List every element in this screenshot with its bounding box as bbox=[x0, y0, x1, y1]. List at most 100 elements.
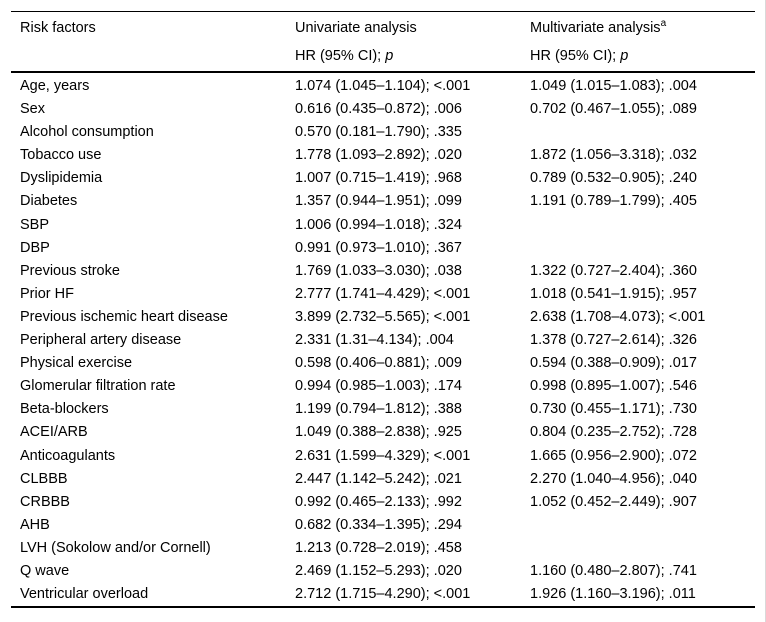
univariate-label: Univariate analysis bbox=[295, 20, 417, 36]
table-row: Dyslipidemia 1.007 (0.715–1.419); .968 0… bbox=[11, 167, 755, 190]
multivariate-value-cell: 1.665 (0.956–2.900); .072 bbox=[530, 447, 697, 464]
risk-factor-cell: Dyslipidemia bbox=[20, 170, 103, 187]
multivariate-value-cell bbox=[530, 237, 755, 260]
risk-factors-label: Risk factors bbox=[20, 20, 96, 36]
table-row: CLBBB 2.447 (1.142–5.242); .021 2.270 (1… bbox=[11, 468, 755, 491]
risk-factor-cell: Beta-blockers bbox=[20, 401, 109, 418]
multivariate-value-cell bbox=[530, 514, 755, 537]
footnote-marker: a bbox=[660, 18, 667, 30]
multivariate-value-cell: 1.052 (0.452–2.449); .907 bbox=[530, 493, 697, 510]
univariate-value-cell: 2.777 (1.741–4.429); <.001 bbox=[295, 285, 471, 302]
risk-factor-cell: CRBBB bbox=[20, 493, 70, 510]
univariate-value-cell: 1.199 (0.794–1.812); .388 bbox=[295, 401, 462, 418]
column-header-risk-factors: Risk factors bbox=[11, 12, 295, 73]
multivariate-subheader: HR (95% CI); p bbox=[530, 48, 629, 64]
table-row: Prior HF 2.777 (1.741–4.429); <.001 1.01… bbox=[11, 283, 755, 306]
univariate-value-cell: 2.331 (1.31–4.134); .004 bbox=[295, 332, 454, 349]
risk-factor-cell: Q wave bbox=[20, 562, 70, 579]
risk-factor-cell: LVH (Sokolow and/or Cornell) bbox=[20, 539, 211, 556]
multivariate-value-cell: 0.594 (0.388–0.909); .017 bbox=[530, 355, 697, 372]
risk-factor-cell: ACEI/ARB bbox=[20, 424, 88, 441]
multivariate-value-cell: 2.270 (1.040–4.956); .040 bbox=[530, 470, 697, 487]
risk-factor-cell: Sex bbox=[20, 101, 45, 118]
multivariate-value-cell bbox=[530, 214, 755, 237]
table-row: CRBBB 0.992 (0.465–2.133); .992 1.052 (0… bbox=[11, 491, 755, 514]
risk-factor-cell: DBP bbox=[20, 239, 50, 256]
table-row: Peripheral artery disease 2.331 (1.31–4.… bbox=[11, 329, 755, 352]
multivariate-value-cell: 1.191 (0.789–1.799); .405 bbox=[530, 193, 697, 210]
multivariate-value-cell: 1.378 (0.727–2.614); .326 bbox=[530, 332, 697, 349]
multivariate-value-cell: 1.322 (0.727–2.404); .360 bbox=[530, 262, 697, 279]
multivariate-value-cell: 0.730 (0.455–1.171); .730 bbox=[530, 401, 697, 418]
risk-factor-cell: SBP bbox=[20, 216, 50, 233]
risk-factor-cell: CLBBB bbox=[20, 470, 68, 487]
risk-factor-cell: AHB bbox=[20, 516, 50, 533]
risk-factor-cell: Peripheral artery disease bbox=[20, 332, 182, 349]
univariate-value-cell: 1.213 (0.728–2.019); .458 bbox=[295, 539, 462, 556]
univariate-subheader: HR (95% CI); p bbox=[295, 48, 394, 64]
risk-factor-cell: Anticoagulants bbox=[20, 447, 116, 464]
table-row: Anticoagulants 2.631 (1.599–4.329); <.00… bbox=[11, 445, 755, 468]
multivariate-value-cell: 0.789 (0.532–0.905); .240 bbox=[530, 170, 697, 187]
univariate-value-cell: 0.992 (0.465–2.133); .992 bbox=[295, 493, 462, 510]
risk-factor-cell: Age, years bbox=[20, 78, 90, 94]
univariate-value-cell: 1.006 (0.994–1.018); .324 bbox=[295, 216, 462, 233]
univariate-value-cell: 2.447 (1.142–5.242); .021 bbox=[295, 470, 462, 487]
univariate-value-cell: 0.598 (0.406–0.881); .009 bbox=[295, 355, 462, 372]
univariate-value-cell: 3.899 (2.732–5.565); <.001 bbox=[295, 308, 471, 325]
table-row: ACEI/ARB 1.049 (0.388–2.838); .925 0.804… bbox=[11, 421, 755, 444]
risk-factor-cell: Physical exercise bbox=[20, 355, 133, 372]
table-row: SBP 1.006 (0.994–1.018); .324 bbox=[11, 214, 755, 237]
table-row: Previous stroke 1.769 (1.033–3.030); .03… bbox=[11, 260, 755, 283]
table-row: Age, years 1.074 (1.045–1.104); <.001 1.… bbox=[11, 72, 755, 98]
risk-factor-cell: Tobacco use bbox=[20, 147, 102, 164]
table-header: Risk factors Univariate analysis HR (95%… bbox=[11, 12, 755, 73]
univariate-value-cell: 1.049 (0.388–2.838); .925 bbox=[295, 424, 462, 441]
multivariate-value-cell: 1.018 (0.541–1.915); .957 bbox=[530, 285, 697, 302]
multivariate-value-cell: 2.638 (1.708–4.073); <.001 bbox=[530, 308, 706, 325]
column-header-multivariate: Multivariate analysisa HR (95% CI); p bbox=[530, 12, 755, 73]
univariate-value-cell: 2.469 (1.152–5.293); .020 bbox=[295, 562, 462, 579]
multivariate-value-cell: 1.049 (1.015–1.083); .004 bbox=[530, 78, 697, 94]
risk-factor-cell: Previous ischemic heart disease bbox=[20, 308, 228, 325]
column-header-univariate: Univariate analysis HR (95% CI); p bbox=[295, 12, 530, 73]
univariate-value-cell: 0.682 (0.334–1.395); .294 bbox=[295, 516, 462, 533]
univariate-value-cell: 2.712 (1.715–4.290); <.001 bbox=[295, 586, 471, 603]
multivariate-value-cell bbox=[530, 537, 755, 560]
table-row: Q wave 2.469 (1.152–5.293); .020 1.160 (… bbox=[11, 560, 755, 583]
risk-factor-cell: Prior HF bbox=[20, 285, 74, 302]
table-row: Ventricular overload 2.712 (1.715–4.290)… bbox=[11, 583, 755, 607]
multivariate-value-cell: 1.926 (1.160–3.196); .011 bbox=[530, 586, 696, 603]
table-row: Physical exercise 0.598 (0.406–0.881); .… bbox=[11, 352, 755, 375]
table-row: LVH (Sokolow and/or Cornell) 1.213 (0.72… bbox=[11, 537, 755, 560]
univariate-value-cell: 1.074 (1.045–1.104); <.001 bbox=[295, 78, 471, 94]
risk-factors-table: Risk factors Univariate analysis HR (95%… bbox=[11, 11, 755, 609]
table-row: Diabetes 1.357 (0.944–1.951); .099 1.191… bbox=[11, 190, 755, 213]
univariate-value-cell: 1.007 (0.715–1.419); .968 bbox=[295, 170, 462, 187]
table-row: DBP 0.991 (0.973–1.010); .367 bbox=[11, 237, 755, 260]
table-row: Tobacco use 1.778 (1.093–2.892); .020 1.… bbox=[11, 144, 755, 167]
multivariate-value-cell bbox=[530, 121, 755, 144]
multivariate-label: Multivariate analysisa bbox=[530, 18, 667, 36]
univariate-value-cell: 1.357 (0.944–1.951); .099 bbox=[295, 193, 462, 210]
univariate-value-cell: 0.994 (0.985–1.003); .174 bbox=[295, 378, 462, 395]
univariate-value-cell: 2.631 (1.599–4.329); <.001 bbox=[295, 447, 471, 464]
multivariate-value-cell: 1.160 (0.480–2.807); .741 bbox=[530, 562, 697, 579]
risk-factor-cell: Ventricular overload bbox=[20, 586, 149, 603]
risk-factor-cell: Alcohol consumption bbox=[20, 124, 154, 141]
table-row: Glomerular filtration rate 0.994 (0.985–… bbox=[11, 375, 755, 398]
multivariate-value-cell: 1.872 (1.056–3.318); .032 bbox=[530, 147, 697, 164]
table-row: Beta-blockers 1.199 (0.794–1.812); .388 … bbox=[11, 398, 755, 421]
table-row: Alcohol consumption 0.570 (0.181–1.790);… bbox=[11, 121, 755, 144]
univariate-value-cell: 1.778 (1.093–2.892); .020 bbox=[295, 147, 462, 164]
table-row: Previous ischemic heart disease 3.899 (2… bbox=[11, 306, 755, 329]
header-row: Risk factors Univariate analysis HR (95%… bbox=[11, 12, 755, 73]
table-row: Sex 0.616 (0.435–0.872); .006 0.702 (0.4… bbox=[11, 98, 755, 121]
table-body: Age, years 1.074 (1.045–1.104); <.001 1.… bbox=[11, 72, 755, 607]
risk-factor-cell: Diabetes bbox=[20, 193, 78, 210]
multivariate-value-cell: 0.702 (0.467–1.055); .089 bbox=[530, 101, 697, 118]
risk-factor-cell: Previous stroke bbox=[20, 262, 120, 279]
multivariate-value-cell: 0.804 (0.235–2.752); .728 bbox=[530, 424, 697, 441]
table-row: AHB 0.682 (0.334–1.395); .294 bbox=[11, 514, 755, 537]
